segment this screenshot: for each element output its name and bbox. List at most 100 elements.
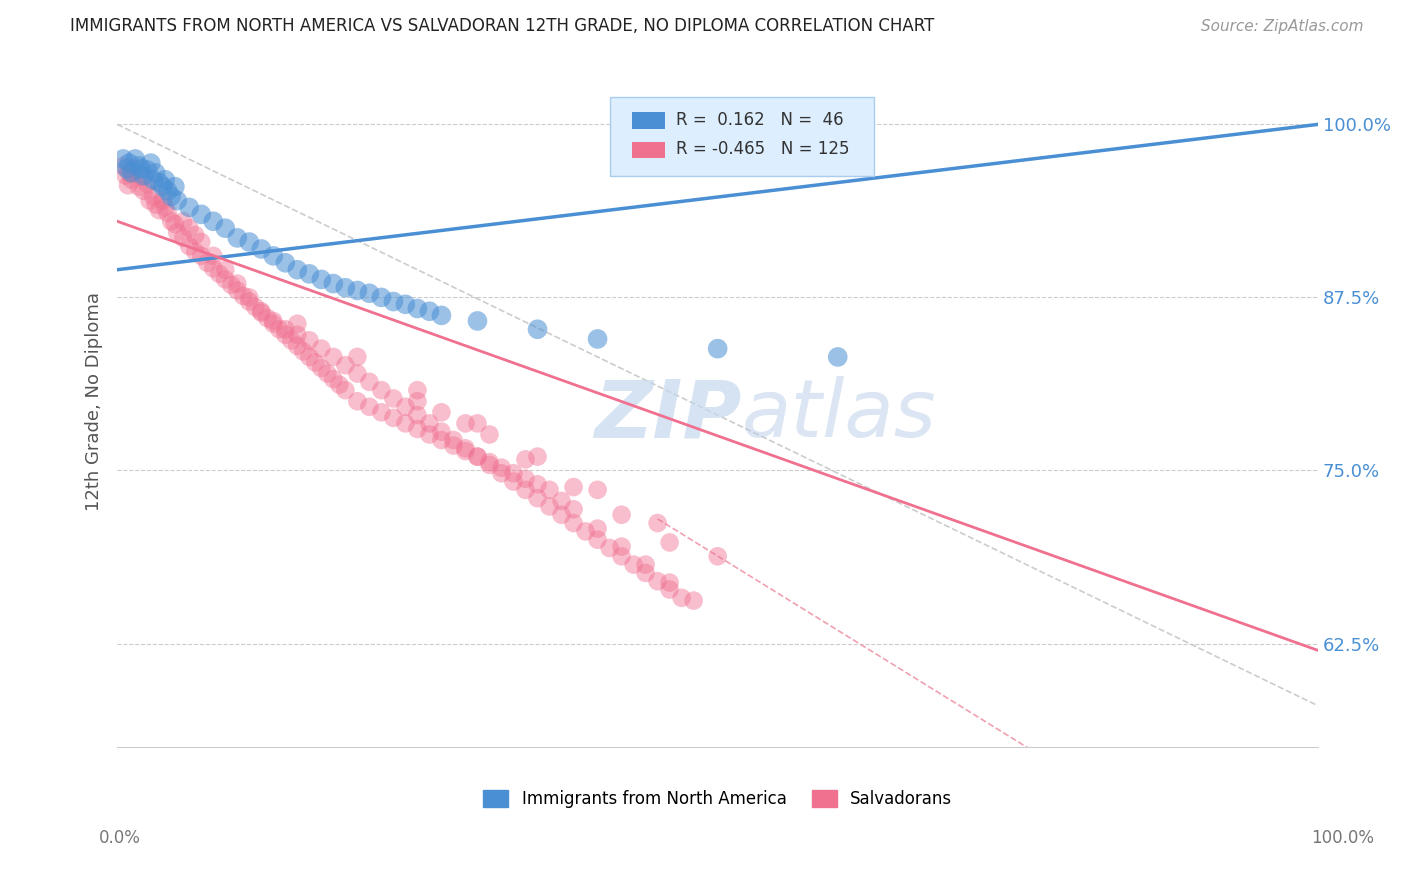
Point (172, 214, 194, 228)
Point (124, 152, 146, 166)
Point (148, 203, 170, 218)
Point (382, 294, 405, 309)
Point (335, 383, 357, 397)
Point (706, 342, 728, 356)
Text: 100.0%: 100.0% (1312, 829, 1374, 847)
Point (418, 304, 440, 318)
Point (145, 197, 167, 211)
Point (562, 480, 585, 494)
Point (262, 249, 284, 263)
Point (155, 201, 177, 215)
Point (406, 408, 429, 422)
Point (491, 467, 513, 481)
Point (328, 377, 350, 392)
Point (238, 294, 260, 309)
Point (121, 166, 143, 180)
Point (346, 350, 368, 364)
Point (311, 361, 333, 376)
Point (115, 161, 138, 176)
Point (166, 225, 188, 239)
Point (190, 235, 212, 249)
Point (382, 392, 405, 406)
Point (184, 228, 207, 243)
Point (226, 284, 249, 298)
Text: Source: ZipAtlas.com: Source: ZipAtlas.com (1201, 20, 1364, 34)
Point (682, 593, 704, 607)
Point (238, 290, 260, 304)
Point (304, 355, 326, 369)
Point (238, 235, 260, 249)
Point (515, 452, 537, 467)
Point (280, 334, 302, 348)
Point (550, 494, 572, 508)
Point (359, 286, 381, 301)
Point (316, 367, 339, 381)
Point (454, 417, 477, 431)
Point (443, 433, 465, 447)
Point (152, 194, 174, 208)
Point (202, 249, 225, 263)
Point (129, 169, 152, 184)
Point (155, 172, 177, 186)
Text: atlas: atlas (742, 376, 936, 454)
Point (406, 394, 429, 409)
Point (335, 358, 357, 372)
Point (117, 178, 139, 193)
Point (274, 256, 297, 270)
Point (515, 483, 537, 497)
Point (179, 201, 201, 215)
Point (370, 290, 392, 304)
Point (298, 334, 321, 348)
Point (346, 284, 368, 298)
Point (250, 305, 273, 319)
Point (179, 239, 201, 253)
Point (827, 350, 849, 364)
Point (152, 179, 174, 194)
Point (394, 297, 416, 311)
Point (142, 189, 165, 203)
Point (706, 549, 728, 564)
Point (406, 383, 429, 397)
Point (550, 508, 572, 522)
Point (443, 438, 465, 452)
Point (285, 339, 308, 353)
Text: ZIP: ZIP (595, 376, 742, 454)
Point (121, 172, 143, 186)
Point (610, 540, 633, 554)
FancyBboxPatch shape (633, 112, 665, 128)
Point (502, 467, 524, 481)
Point (406, 301, 429, 316)
Point (647, 516, 669, 530)
Point (132, 169, 155, 183)
Point (179, 221, 201, 235)
Point (574, 524, 596, 539)
Point (226, 277, 249, 291)
Point (163, 179, 186, 194)
Point (156, 206, 179, 220)
Point (454, 442, 477, 456)
FancyBboxPatch shape (633, 142, 665, 158)
Point (172, 231, 194, 245)
Point (526, 450, 548, 464)
Point (322, 277, 344, 291)
Point (454, 444, 477, 458)
Text: 0.0%: 0.0% (98, 829, 141, 847)
Point (671, 591, 693, 605)
Point (112, 159, 135, 173)
Point (245, 300, 267, 314)
Text: R =  0.162   N =  46: R = 0.162 N = 46 (676, 111, 844, 128)
Point (195, 256, 218, 270)
Point (124, 161, 146, 176)
Point (269, 322, 291, 336)
Point (491, 460, 513, 475)
Point (430, 405, 453, 419)
Point (346, 367, 368, 381)
Point (132, 184, 155, 198)
Point (208, 267, 231, 281)
Point (623, 558, 645, 572)
Point (118, 156, 141, 170)
Point (634, 558, 657, 572)
Point (298, 350, 321, 364)
FancyBboxPatch shape (610, 96, 873, 177)
Point (226, 231, 249, 245)
